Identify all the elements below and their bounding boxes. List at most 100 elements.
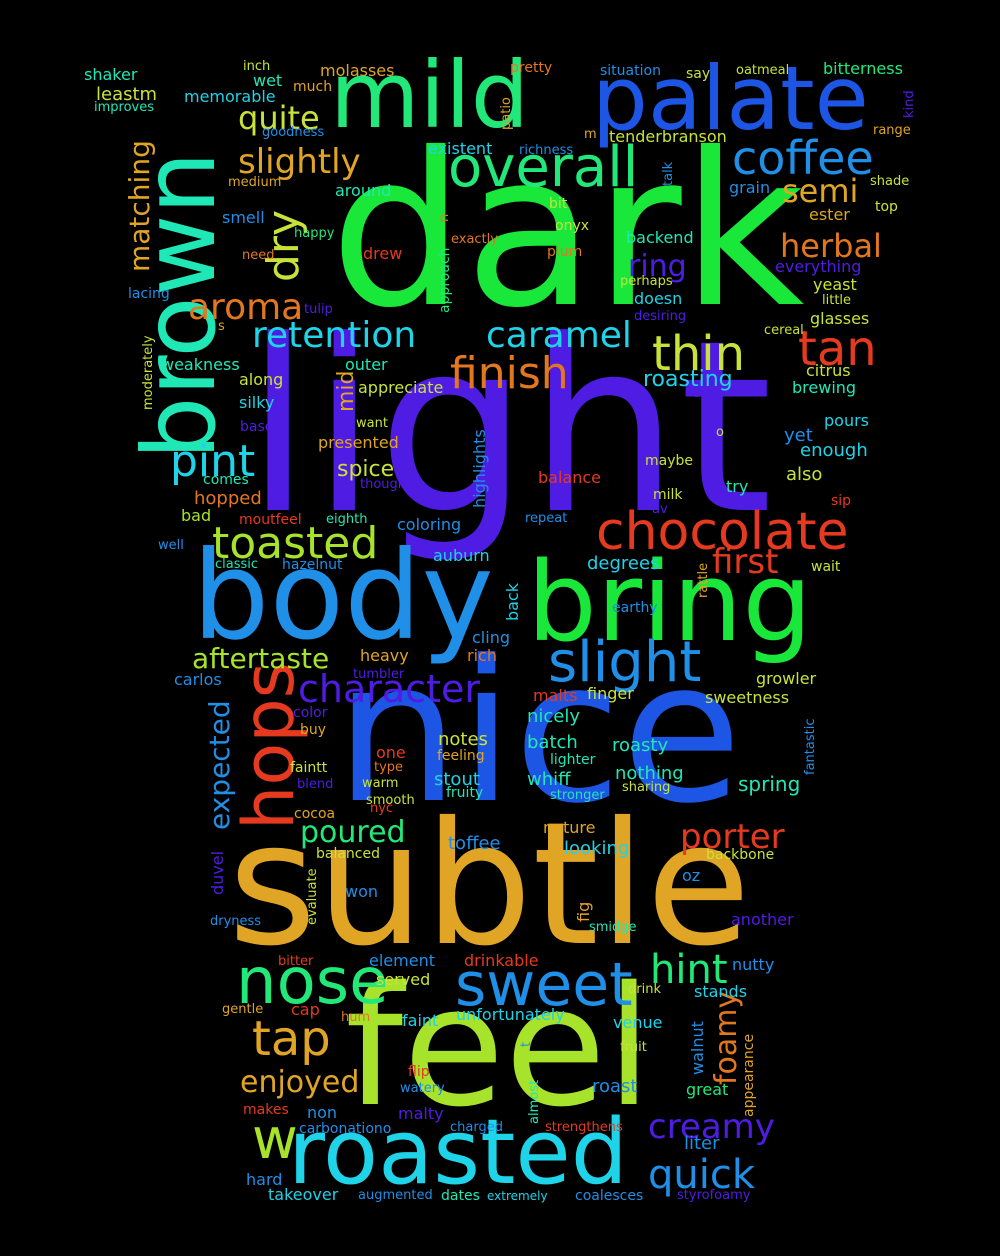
word-yeast: yeast xyxy=(813,275,857,294)
word-feel: feel xyxy=(345,951,652,1143)
word-porter: porter xyxy=(680,817,785,857)
word-coalesces: coalesces xyxy=(575,1188,644,1204)
word-well: well xyxy=(158,538,184,553)
word-unfortunately: unfortunately xyxy=(456,1005,565,1024)
word-walnut: walnut xyxy=(688,1021,707,1075)
word-chocolate: chocolate xyxy=(596,502,849,562)
word-coffee: coffee xyxy=(732,131,874,185)
word-heavy: heavy xyxy=(360,646,409,665)
word-cocoa: cocoa xyxy=(294,806,336,822)
word-herbal: herbal xyxy=(780,227,882,265)
word-balance: balance xyxy=(538,468,601,487)
word-fig: fig xyxy=(574,901,593,922)
word-styrofoamy: styrofoamy xyxy=(677,1188,751,1203)
word-creamy: creamy xyxy=(648,1107,775,1147)
word-bitter: bitter xyxy=(278,954,314,969)
word-yet: yet xyxy=(784,425,813,446)
word-perhaps: perhaps xyxy=(620,274,673,289)
word-milk: milk xyxy=(653,487,683,503)
word-n: n xyxy=(437,213,452,222)
word-bring: bring xyxy=(527,538,813,666)
word-hops: hops xyxy=(228,661,310,830)
word-brewing: brewing xyxy=(792,378,857,397)
word-evaluate: evaluate xyxy=(305,868,320,925)
word-buy: buy xyxy=(300,722,327,738)
word-dryness: dryness xyxy=(210,914,262,929)
word-dry: dry xyxy=(258,209,309,282)
word-ester: ester xyxy=(809,205,850,224)
word-happy: happy xyxy=(294,226,335,241)
word-gentle: gentle xyxy=(222,1002,264,1017)
word-semi: semi xyxy=(782,172,859,210)
word-plum: plum xyxy=(547,244,583,260)
word-tulip: tulip xyxy=(304,302,333,317)
word-stout: stout xyxy=(434,769,480,790)
word-feeling: feeling xyxy=(437,748,485,764)
word-back: back xyxy=(503,582,522,621)
word-nose: nose xyxy=(236,945,389,1019)
word-try: try xyxy=(726,477,749,496)
word-bit: bit xyxy=(549,196,568,212)
word-sharing: sharing xyxy=(622,780,671,795)
word-slightly: slightly xyxy=(238,142,361,182)
word-fruit: fruit xyxy=(620,1040,647,1055)
word-makes: makes xyxy=(243,1102,289,1118)
word-pretty: pretty xyxy=(510,60,553,76)
word-spice: spice xyxy=(337,457,395,482)
word-growler: growler xyxy=(756,669,817,688)
word-another: another xyxy=(731,910,794,929)
word-thought: thought xyxy=(360,477,412,492)
word-top: top xyxy=(875,199,898,215)
word-sweet: sweet xyxy=(455,950,633,1020)
word-carbonationo: carbonationo xyxy=(299,1121,392,1137)
word-malts: malts xyxy=(533,686,578,705)
word-tumbler: tumbler xyxy=(353,667,405,682)
word-smidge: smidge xyxy=(589,920,637,935)
word-tap: tap xyxy=(252,1011,331,1067)
word-drinkable: drinkable xyxy=(464,951,539,970)
word-hum: hum xyxy=(341,1010,371,1025)
word-ring: ring xyxy=(628,249,687,284)
word-nice: nice xyxy=(335,619,743,847)
word-everything: everything xyxy=(775,257,862,276)
word-degrees: degrees xyxy=(587,553,660,574)
word-whiff: whiff xyxy=(527,769,571,790)
word-hard: hard xyxy=(246,1170,283,1189)
word-overall: overall xyxy=(448,135,639,200)
word-foamy: foamy xyxy=(709,990,744,1085)
word-leastm: leastm xyxy=(96,84,158,105)
word-grain: grain xyxy=(729,178,771,197)
word-body: body xyxy=(192,525,494,667)
word-cap: cap xyxy=(291,1000,320,1019)
word-oatmeal: oatmeal xyxy=(736,63,790,78)
word-need: need xyxy=(242,248,275,263)
word-backend: backend xyxy=(626,228,694,247)
word-stronger: stronger xyxy=(550,788,605,803)
word-faint: faint xyxy=(402,1011,439,1030)
word-auburn: auburn xyxy=(433,546,490,565)
word-shade: shade xyxy=(870,174,910,189)
word-approach: approach xyxy=(437,247,453,313)
word-say: say xyxy=(686,66,711,82)
word-toffee: toffee xyxy=(448,833,501,854)
word-exactly: exactly xyxy=(451,232,498,247)
word-venue: venue xyxy=(613,1013,663,1032)
word-quick: quick xyxy=(648,1152,756,1198)
word-smooth: smooth xyxy=(366,793,415,808)
word-liter: liter xyxy=(684,1133,720,1154)
word-kind: kind xyxy=(902,90,917,118)
word-eighth: eighth xyxy=(326,512,368,527)
word-notes: notes xyxy=(438,729,488,750)
word-citrus: citrus xyxy=(806,361,851,380)
word-rattle: rattle xyxy=(696,562,711,598)
word-goodness: goodness xyxy=(262,125,325,140)
word-coloring: coloring xyxy=(397,515,462,534)
word-aftertaste: aftertaste xyxy=(192,642,330,675)
word-t: t xyxy=(519,1041,534,1047)
word-bitterness: bitterness xyxy=(823,59,903,78)
word-hazelnut: hazelnut xyxy=(282,557,343,573)
word-nothing: nothing xyxy=(615,763,684,784)
word-matching: matching xyxy=(123,140,156,272)
word-roasted: roasted xyxy=(288,1100,628,1205)
